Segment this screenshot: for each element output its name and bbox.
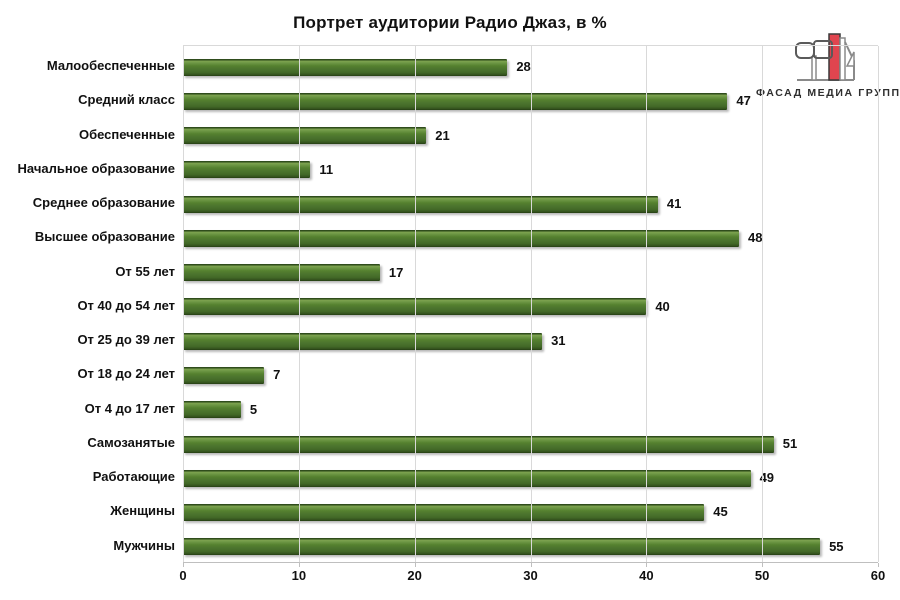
bar-row: 21: [183, 119, 878, 153]
value-label: 51: [782, 435, 798, 451]
axis-tick-label: 50: [754, 568, 770, 583]
category-label: Малообеспеченные: [46, 58, 175, 73]
value-label: 49: [759, 470, 775, 486]
bar: [183, 264, 380, 282]
bar-row: 48: [183, 221, 878, 255]
axis-tick: [878, 563, 879, 567]
bar-row: 28: [183, 50, 878, 84]
bar: [183, 229, 739, 247]
bar-row: 47: [183, 84, 878, 118]
bar-row: 41: [183, 187, 878, 221]
category-label: Мужчины: [113, 537, 175, 553]
value-label: 47: [736, 93, 751, 109]
value-label: 41: [666, 196, 682, 212]
gridline: [646, 46, 648, 562]
category-label: Средний класс: [78, 92, 175, 108]
axis-tick-label: 0: [179, 568, 187, 583]
logo: ФАСАД МЕДИА ГРУПП: [756, 30, 900, 99]
bar: [183, 401, 241, 419]
category-axis: Малообеспеченные Средний класс Обеспеченны…: [0, 49, 175, 563]
category-label: Обеспеченные: [78, 126, 175, 142]
fasad-media-group-icon: [795, 33, 855, 81]
category-label: Начальное образование: [17, 160, 175, 176]
value-label: 45: [713, 504, 728, 520]
category-label: От 55 лет: [115, 263, 175, 279]
category-label: Женщины: [110, 503, 175, 519]
chart-title: Портрет аудитории Радио Джаз, в %: [293, 13, 607, 32]
bar: [183, 58, 508, 76]
bar: [183, 127, 427, 145]
axis-tick-label: 20: [407, 568, 422, 583]
axis-tick-label: 10: [291, 568, 307, 583]
bar-row: 11: [183, 153, 878, 187]
gridline: [298, 46, 300, 562]
bar: [183, 504, 705, 522]
bar: [183, 435, 774, 453]
axis-tick-label: 60: [870, 568, 886, 583]
axis-tick: [183, 563, 184, 567]
axis-tick: [298, 563, 300, 567]
value-label: 5: [249, 401, 258, 417]
category-label: Среднее образование: [32, 195, 175, 211]
value-label: 48: [748, 230, 763, 246]
axis-tick-label: 30: [523, 568, 538, 583]
category-label: От 25 до 39 лет: [77, 332, 175, 348]
bar-row: 45: [183, 495, 878, 529]
gridline: [878, 46, 879, 562]
value-label: 11: [319, 161, 334, 177]
value-label: 40: [655, 298, 670, 314]
value-axis: 0 10 20 30 40 50 60: [179, 568, 885, 588]
bar-row: 49: [183, 461, 878, 495]
gridline: [414, 46, 416, 562]
category-label: Высшее образование: [34, 229, 175, 245]
axis-tick: [646, 563, 648, 567]
logo-text: ФАСАД МЕДИА ГРУПП: [756, 87, 900, 99]
gridline: [530, 46, 532, 562]
bar: [183, 92, 728, 110]
axis-tick: [414, 563, 416, 567]
category-label: Самозанятые: [87, 434, 175, 450]
bar: [183, 161, 311, 179]
value-label: 55: [829, 538, 844, 554]
bar-row: 55: [183, 530, 878, 564]
category-label: От 4 до 17 лет: [84, 400, 175, 416]
bar-row: 17: [183, 256, 878, 290]
bar: [183, 332, 543, 350]
axis-tick: [530, 563, 532, 567]
bar-row: 7: [183, 358, 878, 392]
plot-area: 28 47 21 11 41 48 17 40 31 7 5 51 49 45 55: [183, 45, 879, 567]
axis-tick-label: 40: [639, 568, 654, 583]
bar-row: 31: [183, 324, 878, 358]
value-label: 31: [551, 333, 566, 349]
bar: [183, 469, 751, 487]
category-label: Работающие: [92, 469, 175, 485]
bar-row: 51: [183, 427, 878, 461]
value-label: 17: [388, 264, 404, 280]
category-label: От 18 до 24 лет: [77, 366, 175, 382]
category-label: От 40 до 54 лет: [77, 297, 175, 313]
bar: [183, 367, 265, 385]
bar: [183, 195, 658, 213]
value-label: 28: [516, 59, 531, 74]
gridline: [762, 46, 764, 562]
value-label: 21: [435, 127, 450, 143]
axis-tick: [762, 563, 764, 567]
bar: [183, 538, 821, 556]
gridline: [183, 46, 184, 562]
value-label: 7: [273, 367, 281, 383]
bar-row: 5: [183, 393, 878, 427]
